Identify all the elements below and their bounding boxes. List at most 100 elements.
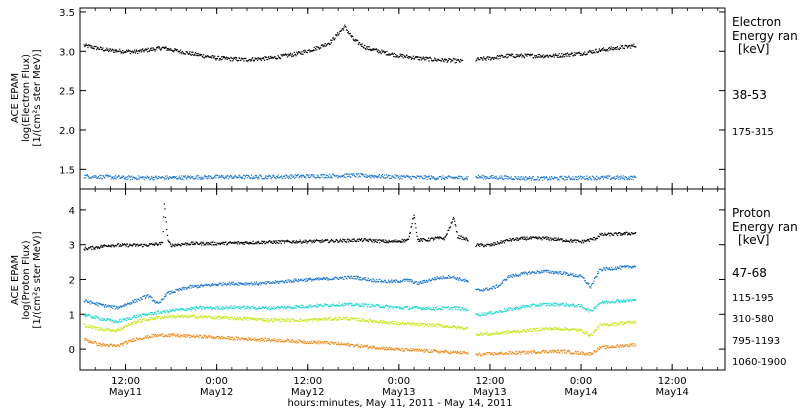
proton-data-point	[278, 318, 280, 320]
electron-data-point	[229, 176, 231, 178]
electron-data-point	[116, 51, 118, 53]
proton-data-point	[208, 284, 210, 286]
proton-data-point	[146, 295, 148, 297]
proton-data-point	[298, 280, 300, 282]
electron-data-point	[185, 53, 187, 55]
proton-data-point	[388, 307, 390, 309]
proton-data-point	[366, 303, 368, 305]
proton-data-point	[581, 239, 583, 241]
proton-data-point	[88, 324, 90, 326]
proton-data-point	[161, 299, 163, 301]
proton-data-point	[567, 304, 570, 306]
proton-data-point	[300, 304, 302, 306]
electron-data-point	[441, 57, 443, 59]
proton-data-point	[446, 326, 448, 328]
proton-data-point	[201, 284, 204, 286]
proton-data-point	[335, 276, 337, 278]
electron-data-point	[591, 175, 593, 177]
proton-data-point	[226, 243, 228, 245]
proton-data-point	[552, 302, 554, 304]
electron-data-point	[333, 174, 335, 176]
proton-data-point	[210, 317, 212, 319]
electron-data-point	[83, 44, 85, 46]
electron-data-point	[598, 48, 600, 50]
proton-data-point	[250, 241, 252, 244]
electron-data-point	[314, 49, 316, 51]
proton-data-point	[127, 318, 129, 320]
electron-data-point	[505, 175, 507, 177]
electron-data-point	[413, 176, 416, 178]
proton-data-point	[310, 304, 312, 306]
proton-data-point	[95, 328, 97, 331]
proton-data-point	[487, 312, 489, 314]
proton-data-point	[574, 275, 576, 277]
electron-data-point	[157, 177, 159, 180]
proton-data-point	[633, 299, 635, 301]
proton-data-point	[334, 241, 336, 243]
proton-data-point	[144, 318, 146, 320]
proton-data-point	[107, 319, 109, 321]
proton-data-point	[357, 320, 359, 322]
proton-data-point	[442, 306, 444, 308]
proton-data-point	[280, 306, 282, 308]
proton-data-point	[372, 304, 374, 306]
proton-data-point	[304, 239, 306, 241]
electron-data-point	[84, 174, 86, 176]
electron-data-point	[579, 177, 581, 179]
electron-data-point	[316, 174, 318, 176]
proton-data-point	[94, 327, 96, 329]
proton-data-point	[574, 306, 576, 308]
proton-data-point	[160, 241, 162, 244]
proton-data-point	[236, 284, 238, 286]
proton-data-point	[130, 323, 132, 325]
proton-data-point	[509, 307, 511, 309]
proton-data-point	[345, 276, 347, 278]
proton-data-point	[572, 273, 574, 275]
proton-data-point	[353, 318, 355, 320]
electron-data-point	[129, 50, 131, 52]
proton-data-point	[475, 245, 477, 248]
electron-data-point	[140, 176, 142, 178]
electron-data-point	[193, 54, 195, 56]
electron-data-point	[325, 174, 327, 176]
proton-data-point	[416, 235, 418, 237]
proton-data-point	[96, 304, 98, 306]
proton-data-point	[209, 306, 211, 308]
proton-data-point	[541, 239, 543, 241]
proton-data-point	[381, 321, 383, 323]
proton-data-point	[587, 283, 589, 285]
proton-data-point	[452, 326, 454, 328]
electron-data-point	[269, 57, 271, 59]
proton-data-point	[122, 318, 124, 320]
electron-data-point	[600, 49, 602, 51]
electron-data-point	[506, 57, 508, 59]
proton-data-point	[333, 277, 335, 279]
electron-data-point	[598, 177, 600, 179]
proton-data-point	[448, 229, 450, 231]
proton-data-point	[415, 231, 418, 234]
proton-data-point	[340, 305, 342, 307]
proton-data-point	[320, 319, 323, 321]
electron-data-point	[450, 61, 452, 63]
electron-data-point	[432, 177, 434, 179]
electron-data-point	[570, 53, 572, 55]
electron-data-point	[180, 49, 182, 51]
proton-data-point	[481, 312, 483, 314]
electron-data-point	[418, 56, 420, 58]
proton-data-point	[354, 304, 357, 306]
proton-data-point	[239, 316, 241, 318]
proton-data-point	[178, 244, 180, 246]
proton-data-point	[496, 284, 498, 286]
proton-data-point	[438, 238, 440, 240]
proton-data-point	[431, 237, 433, 239]
proton-data-point	[109, 245, 111, 247]
electron-data-point	[516, 56, 518, 58]
electron-data-point	[222, 56, 224, 58]
proton-data-point	[311, 318, 313, 320]
proton-data-point	[108, 306, 110, 308]
proton-data-point	[484, 313, 487, 315]
electron-data-point	[524, 176, 526, 178]
proton-data-point	[271, 242, 274, 244]
electron-data-point	[544, 55, 546, 57]
proton-data-point	[491, 243, 493, 245]
